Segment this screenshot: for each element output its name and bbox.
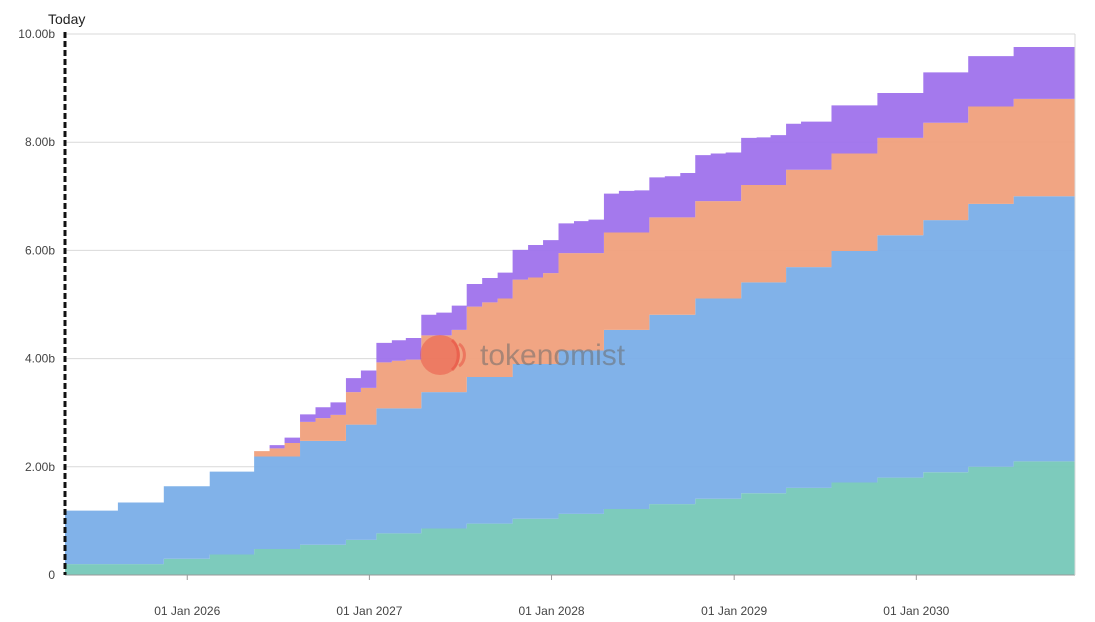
y-tick-label: 0	[48, 568, 55, 582]
x-tick-label: 01 Jan 2026	[154, 604, 220, 618]
x-tick-label: 01 Jan 2027	[336, 604, 402, 618]
watermark-logo-icon-arc	[450, 338, 460, 372]
watermark-logo-icon-arc	[458, 342, 466, 368]
y-tick-label: 6.00b	[25, 243, 55, 257]
stacked-areas	[65, 46, 1075, 575]
series-area-3	[65, 98, 1075, 511]
watermark-logo-icon	[420, 335, 460, 375]
today-label: Today	[48, 11, 85, 27]
x-tick-label: 01 Jan 2030	[883, 604, 949, 618]
watermark-text: tokenomist	[480, 339, 626, 372]
axes	[63, 32, 1076, 580]
series-area-1	[65, 461, 1075, 575]
axis-labels: 0 2.00b 4.00b 6.00b 8.00b 10.00b 01 Jan 2026 01…	[18, 27, 949, 618]
x-tick-label: 01 Jan 2029	[701, 604, 767, 618]
y-tick-label: 2.00b	[25, 460, 55, 474]
y-tick-label: 4.00b	[25, 352, 55, 366]
series-area-4	[65, 46, 1075, 511]
y-tick-label: 10.00b	[18, 27, 55, 41]
x-tick-label: 01 Jan 2028	[519, 604, 585, 618]
tokenomist-watermark: tokenomist	[420, 335, 626, 375]
series-area-2	[65, 196, 1075, 565]
y-tick-label: 8.00b	[25, 135, 55, 149]
